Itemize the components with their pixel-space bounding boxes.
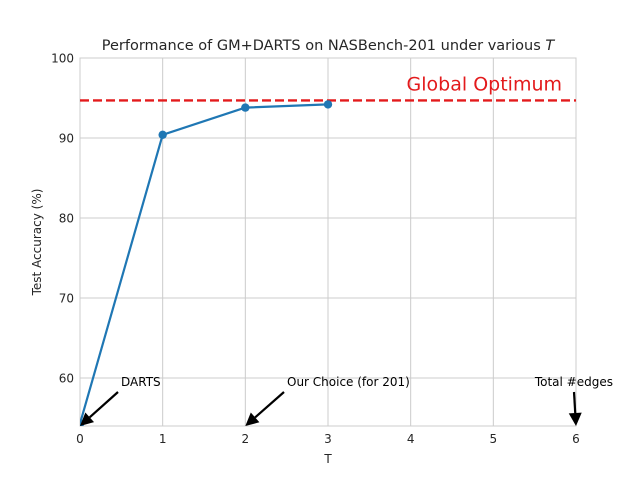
x-tick-label: 2 [242,432,250,446]
x-axis-label: T [323,452,332,466]
annotation-label: Our Choice (for 201) [287,375,410,389]
x-tick-label: 6 [572,432,580,446]
annotation-arrow [568,391,582,426]
annotation-label: Total #edges [534,375,613,389]
y-tick-label: 70 [59,292,74,306]
ref-line-label: Global Optimum [407,73,562,95]
x-tick-label: 0 [76,432,84,446]
chart-title-variable: T [545,38,555,54]
y-tick-label: 90 [59,132,74,146]
x-tick-label: 1 [159,432,167,446]
y-tick-label: 80 [59,212,74,226]
y-axis-label: Test Accuracy (%) [30,189,44,297]
y-tick-label: 60 [59,372,74,386]
series-line [80,103,329,424]
grid-lines [79,57,577,426]
data-point [323,100,333,109]
x-tick-labels: 0 1 2 3 4 5 6 [76,432,580,446]
data-point [241,103,250,112]
y-tick-labels: 60 70 80 90 100 [51,52,74,386]
plot-frame [79,57,577,427]
chart-title: Performance of GM+DARTS on NASBench-201 … [102,38,556,54]
y-tick-label: 100 [51,52,74,66]
x-tick-label: 5 [490,432,498,446]
series-group [80,100,333,426]
x-tick-label: 3 [324,432,332,446]
annotation-arrow [245,391,285,426]
annotations: DARTS Our Choice (for 201) Total #edges [80,375,613,426]
data-point [158,130,167,139]
chart-title-main: Performance of GM+DARTS on NASBench-201 … [102,38,546,54]
annotation-label: DARTS [121,375,161,389]
annotation-arrow [80,391,119,426]
x-tick-label: 4 [407,432,415,446]
